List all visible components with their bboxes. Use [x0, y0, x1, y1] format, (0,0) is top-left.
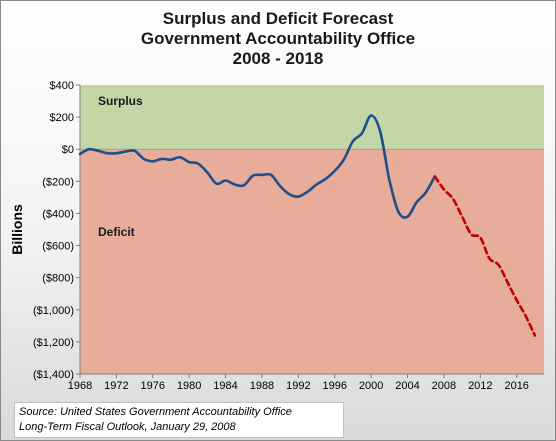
x-tick-label: 2004	[395, 380, 419, 392]
y-tick-label: ($800)	[42, 273, 74, 285]
x-tick-label: 2012	[468, 380, 492, 392]
x-tick-label: 2000	[359, 380, 383, 392]
y-tick-label: ($600)	[42, 241, 74, 253]
tick-labels: $400 $200 $0 ($200) ($400) ($600) ($800) ($1,00…	[9, 80, 529, 392]
x-tick-label: 1984	[213, 380, 237, 392]
x-tick-label: 1968	[68, 380, 92, 392]
y-tick-label: ($1,000)	[33, 305, 74, 317]
actual-series-line	[78, 114, 437, 219]
y-tick-label: ($1,200)	[33, 337, 74, 349]
x-tick-label: 1972	[104, 380, 128, 392]
region-label-surplus: Surplus	[98, 94, 143, 108]
source-note: Source: United States Government Account…	[14, 402, 344, 438]
x-tick-label: 1996	[323, 380, 347, 392]
chart-title-line-2: Government Accountability Office	[140, 29, 416, 48]
x-tick-label: 1988	[250, 380, 274, 392]
chart-title-line-3: 2008 - 2018	[232, 49, 324, 68]
y-tick-label: $200	[50, 112, 74, 124]
region-label-deficit: Deficit	[98, 225, 135, 239]
chart-title-line-1: Surplus and Deficit Forecast	[162, 9, 394, 28]
x-tick-label: 1980	[177, 380, 201, 392]
x-tick-label: 2008	[432, 380, 456, 392]
y-tick-label: $0	[62, 144, 74, 156]
background-regions: Surplus Deficit	[80, 85, 544, 374]
source-line-2: Long-Term Fiscal Outlook, January 29, 20…	[19, 421, 236, 433]
region-surplus	[80, 85, 544, 150]
x-tick-label: 1992	[286, 380, 310, 392]
y-tick-label: ($1,400)	[33, 369, 74, 381]
x-tick-label: 2016	[504, 380, 528, 392]
y-axis-label: Billions	[9, 204, 25, 255]
region-deficit	[80, 149, 544, 374]
axes	[76, 84, 544, 378]
y-tick-label: $400	[50, 80, 74, 92]
forecast-series-line	[433, 175, 537, 337]
series-group	[78, 114, 537, 337]
x-tick-label: 1976	[141, 380, 165, 392]
y-tick-label: ($200)	[42, 176, 74, 188]
y-tick-label: ($400)	[42, 208, 74, 220]
source-line-1: Source: United States Government Account…	[19, 406, 292, 418]
